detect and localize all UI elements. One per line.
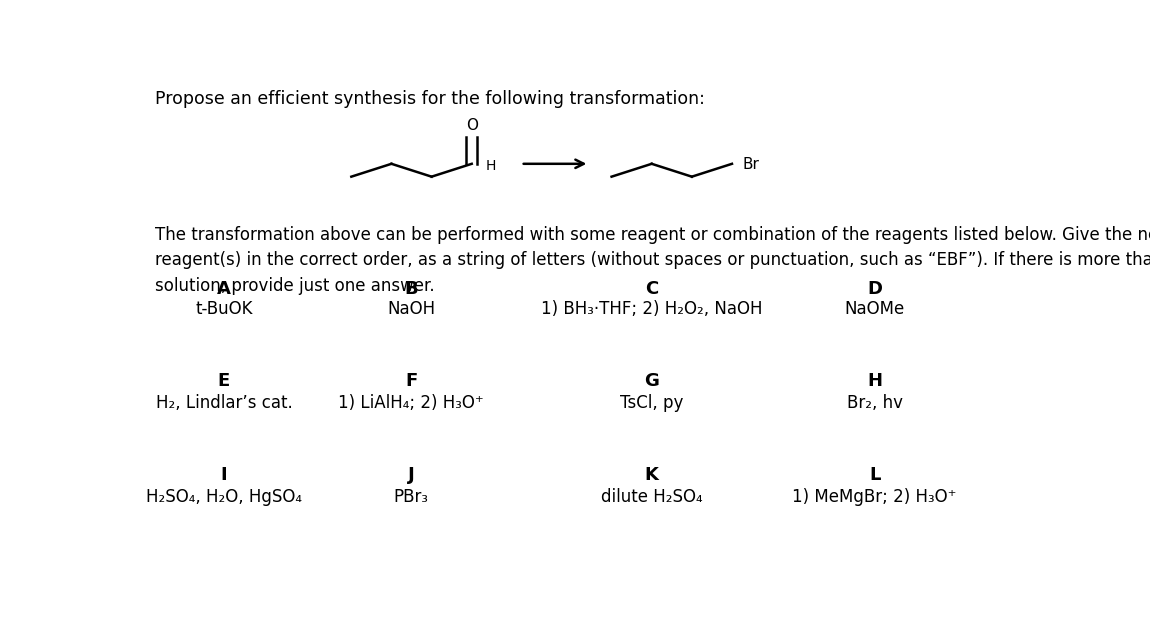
Text: A: A xyxy=(217,280,231,298)
Text: H: H xyxy=(867,372,882,390)
Text: NaOMe: NaOMe xyxy=(844,300,905,318)
Text: TsCl, py: TsCl, py xyxy=(620,394,683,412)
Text: The transformation above can be performed with some reagent or combination of th: The transformation above can be performe… xyxy=(155,226,1150,295)
Text: K: K xyxy=(645,466,659,484)
Text: t-BuOK: t-BuOK xyxy=(196,300,253,318)
Text: Br₂, hv: Br₂, hv xyxy=(846,394,903,412)
Text: PBr₃: PBr₃ xyxy=(393,488,429,506)
Text: L: L xyxy=(869,466,880,484)
Text: E: E xyxy=(217,372,230,390)
Text: 1) MeMgBr; 2) H₃O⁺: 1) MeMgBr; 2) H₃O⁺ xyxy=(792,488,957,506)
Text: G: G xyxy=(644,372,659,390)
Text: 1) LiAlH₄; 2) H₃O⁺: 1) LiAlH₄; 2) H₃O⁺ xyxy=(338,394,484,412)
Text: I: I xyxy=(221,466,228,484)
Text: H: H xyxy=(486,159,497,173)
Text: F: F xyxy=(405,372,417,390)
Text: 1) BH₃·THF; 2) H₂O₂, NaOH: 1) BH₃·THF; 2) H₂O₂, NaOH xyxy=(540,300,762,318)
Text: B: B xyxy=(405,280,417,298)
Text: H₂, Lindlar’s cat.: H₂, Lindlar’s cat. xyxy=(155,394,292,412)
Text: dilute H₂SO₄: dilute H₂SO₄ xyxy=(601,488,703,506)
Text: D: D xyxy=(867,280,882,298)
Text: Propose an efficient synthesis for the following transformation:: Propose an efficient synthesis for the f… xyxy=(155,89,705,107)
Text: O: O xyxy=(466,118,477,133)
Text: H₂SO₄, H₂O, HgSO₄: H₂SO₄, H₂O, HgSO₄ xyxy=(146,488,302,506)
Text: C: C xyxy=(645,280,659,298)
Text: NaOH: NaOH xyxy=(388,300,435,318)
Text: Br: Br xyxy=(743,158,759,172)
Text: J: J xyxy=(408,466,414,484)
